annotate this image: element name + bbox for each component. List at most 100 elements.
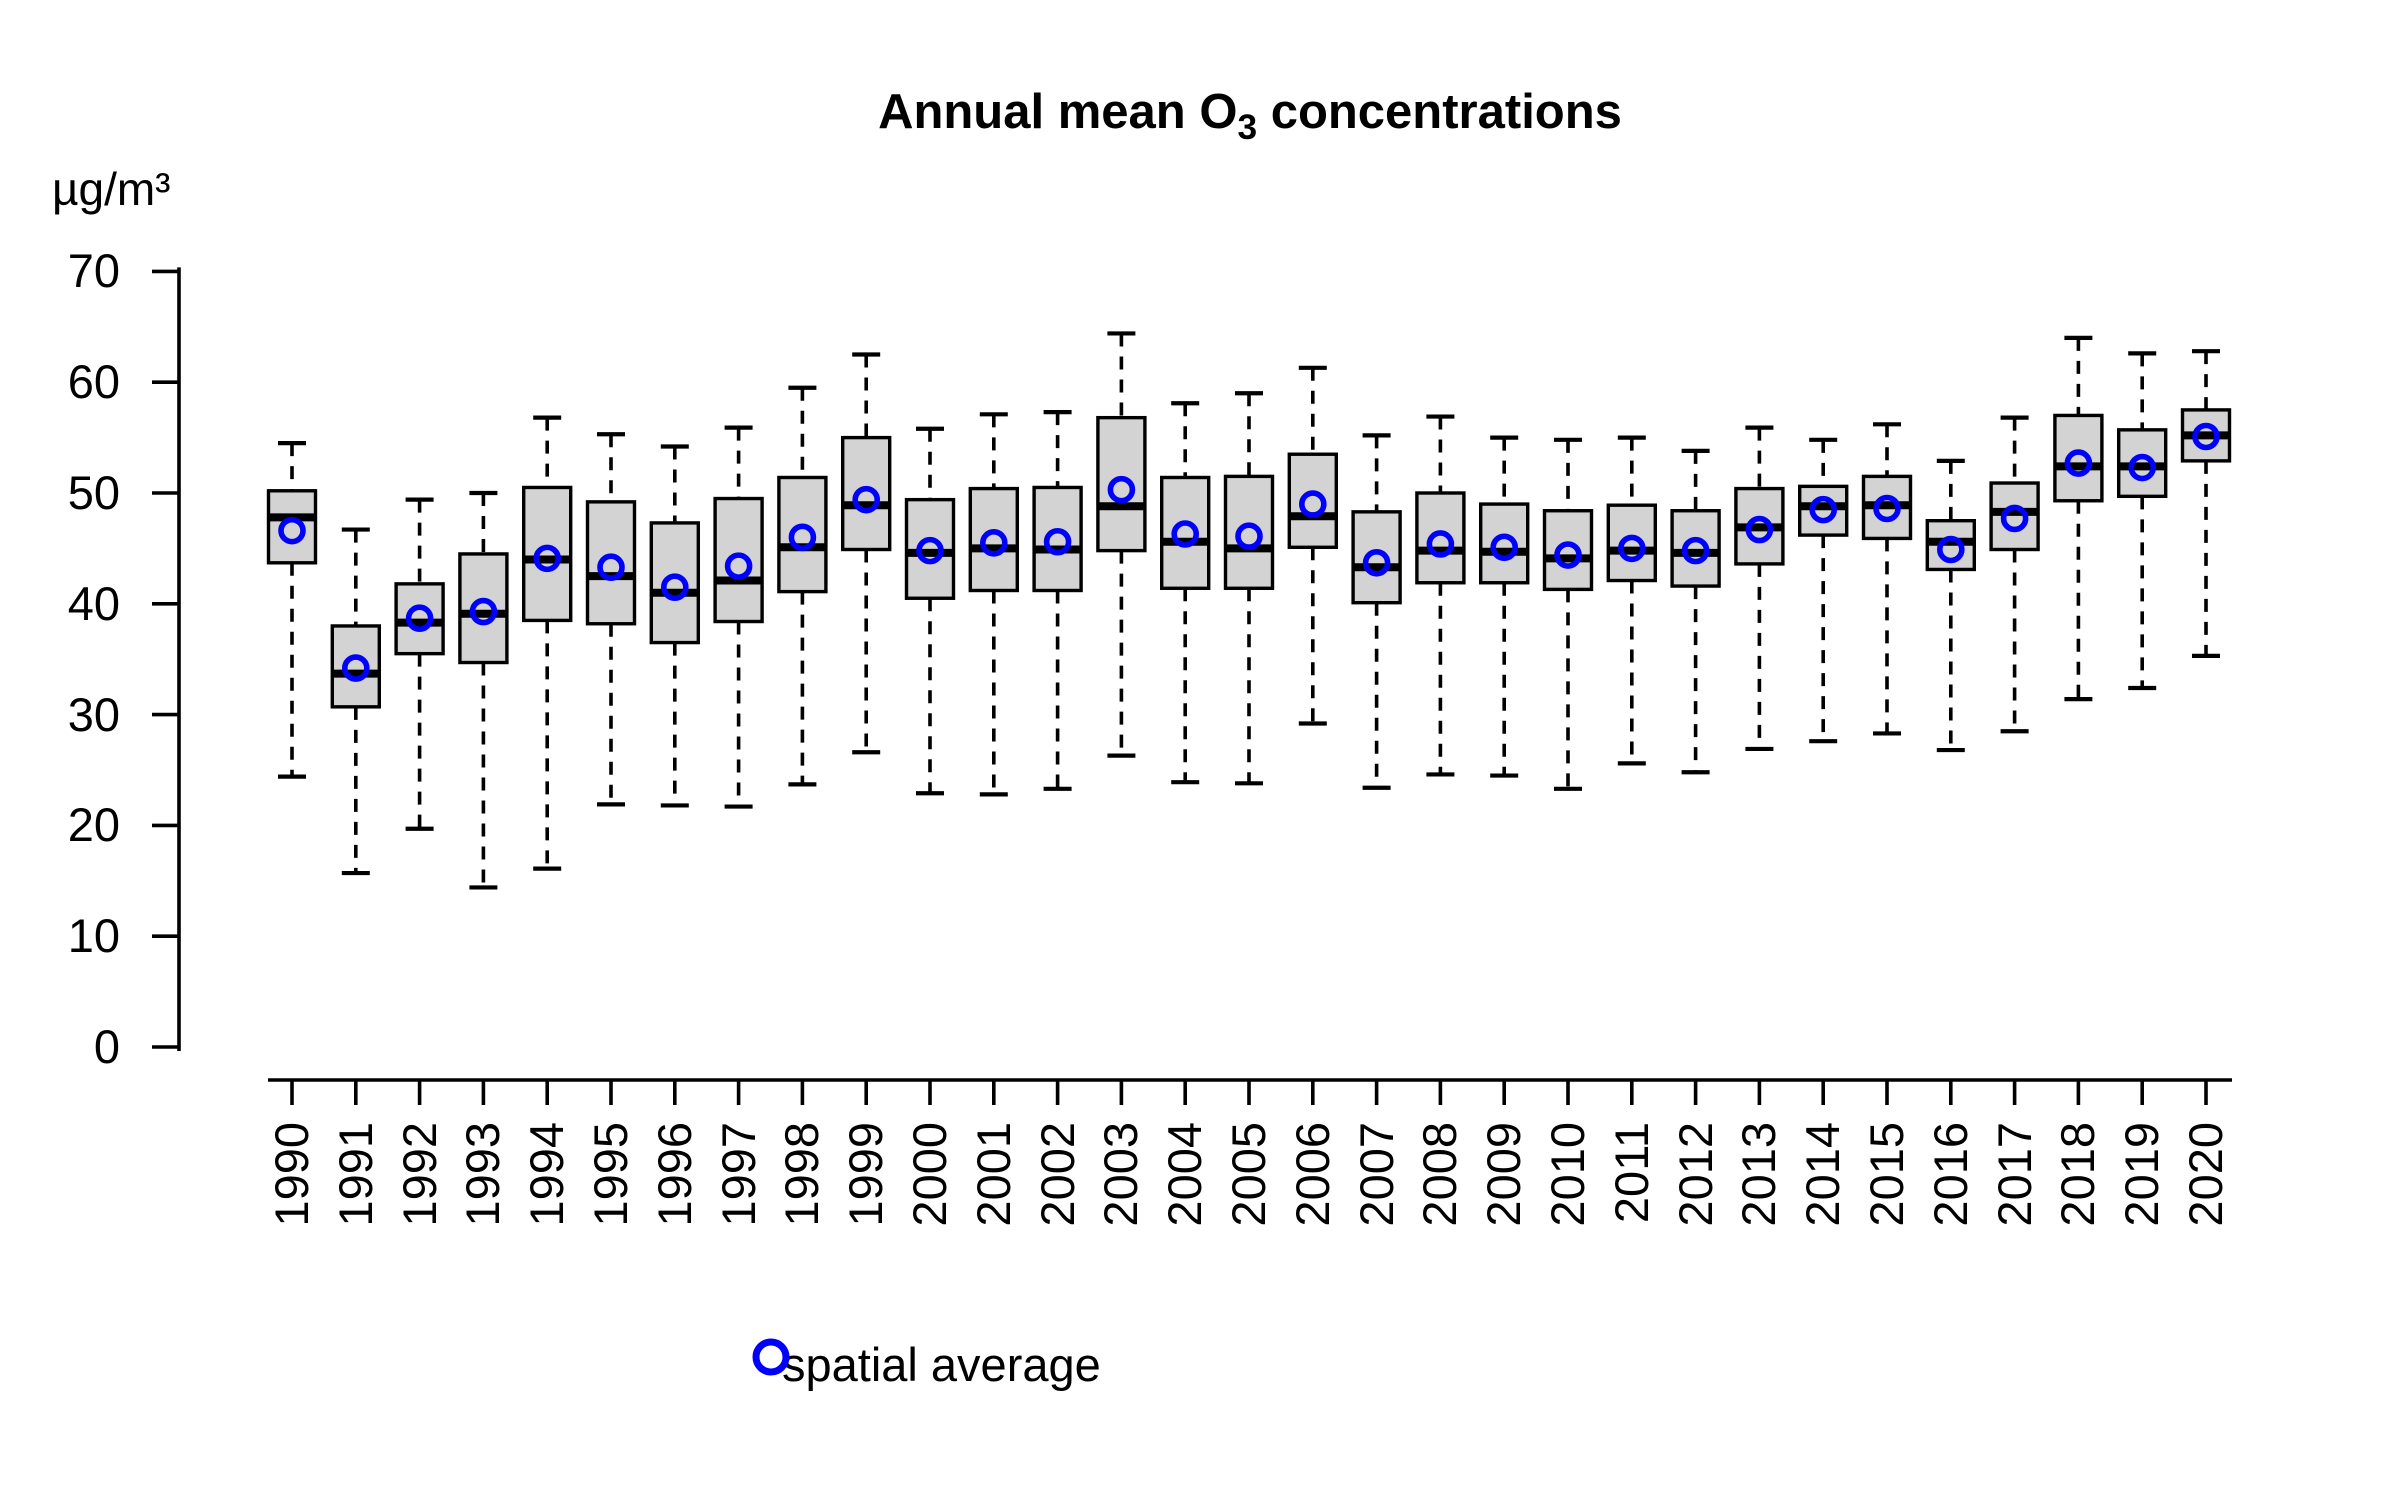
boxplot-2018 [2053,335,2104,702]
spatial-average-marker-2000 [916,536,944,565]
iqr-box [1159,475,1211,590]
x-tick-label-2020: 2020 [2179,1122,2232,1227]
iqr-box [1351,510,1402,605]
chart-title-suffix: concentrations [1257,85,1622,139]
legend: spatial average [748,1334,1101,1394]
boxplot-2017 [1989,415,2040,734]
boxplot-1994 [522,415,573,871]
spatial-average-marker-2019 [2128,453,2156,482]
x-axis [268,1078,2232,1105]
iqr-box [649,521,700,645]
x-tick-label-2006: 2006 [1285,1122,1339,1227]
boxplot-2007 [1351,433,1402,790]
spatial-average-marker-2001 [979,529,1008,557]
boxplot-2010 [1542,437,1594,791]
x-tick-label-2000: 2000 [903,1122,956,1227]
spatial-average-marker-1992 [405,604,434,633]
iqr-box [1478,502,1530,585]
boxplot-2000 [904,426,956,796]
iqr-box [1287,452,1339,549]
iqr-box [330,624,381,709]
spatial-average-marker-1994 [533,544,562,573]
y-tick-label-0: 0 [93,1020,120,1073]
x-tick-label-2013: 2013 [1732,1122,1786,1227]
iqr-box [1542,509,1594,592]
iqr-box [585,500,637,626]
spatial-average-marker-2011 [1618,534,1646,563]
spatial-average-marker-2012 [1681,536,1710,565]
spatial-average-marker-2015 [1873,494,1901,523]
spatial-average-marker-2008 [1426,530,1455,558]
iqr-box [841,435,892,552]
iqr-box [2053,413,2104,503]
iqr-box [713,496,764,624]
iqr-box [1096,415,1147,553]
x-tick-label-2019: 2019 [2115,1122,2169,1227]
spatial-average-marker-2017 [2000,504,2029,533]
chart-title-subscript: 3 [1237,107,1258,147]
boxplot-1993 [458,490,509,890]
boxplot-1999 [841,352,892,755]
x-tick-label-2017: 2017 [1987,1122,2041,1227]
x-tick-label-2011: 2011 [1604,1122,1658,1224]
spatial-average-marker-1997 [724,552,753,580]
spatial-average-marker-2006 [1299,490,1327,518]
y-tick-label-60: 60 [67,355,120,409]
x-tick-label-2010: 2010 [1541,1122,1594,1227]
boxplot-2001 [968,412,1019,797]
boxplot-2016 [1925,458,1977,753]
x-tick-label-2003: 2003 [1094,1122,1148,1227]
iqr-box [1797,484,1849,537]
iqr-box [1606,503,1658,583]
spatial-average-marker-1993 [469,597,498,626]
boxplot-2009 [1478,435,1530,778]
x-tick-label-1991: 1991 [328,1122,382,1227]
boxplot-1996 [649,444,700,808]
y-tick-label-20: 20 [67,798,120,852]
spatial-average-marker-1998 [788,523,817,552]
x-tick-label-2008: 2008 [1413,1122,1467,1227]
y-tick-label-40: 40 [67,576,120,630]
spatial-average-marker-2016 [1937,535,1965,564]
boxplot-2011 [1606,435,1658,766]
chart-title: Annual mean O3 concentrations [250,84,2250,148]
x-tick-label-2014: 2014 [1796,1122,1850,1227]
iqr-box [1989,481,2040,552]
spatial-average-marker-2005 [1235,522,1263,551]
iqr-box [1223,474,1275,590]
boxplot-2020 [2180,349,2232,658]
x-tick-label-2001: 2001 [966,1122,1020,1227]
boxplot-1991 [330,527,381,876]
spatial-average-marker-1999 [852,485,881,514]
x-tick-label-2009: 2009 [1477,1122,1531,1227]
boxplot-1995 [585,432,637,807]
y-axis [152,267,181,1051]
iqr-box [522,485,573,623]
spatial-average-marker-2007 [1362,549,1391,577]
x-tick-label-1993: 1993 [456,1122,510,1227]
y-tick-label-50: 50 [67,466,120,519]
boxplot-2019 [2116,351,2168,691]
boxplot-1998 [777,385,828,787]
boxplot-2002 [1032,410,1083,791]
x-tick-label-2015: 2015 [1860,1122,1913,1227]
boxplot-1997 [713,425,764,809]
boxplot-1990 [266,441,318,779]
y-tick-label-30: 30 [67,687,120,741]
spatial-average-marker-1995 [597,553,625,582]
spatial-average-marker-1991 [341,654,370,682]
x-tick-label-1997: 1997 [711,1122,765,1227]
spatial-average-legend-icon [752,1338,790,1376]
x-tick-label-1995: 1995 [584,1122,637,1227]
y-axis-unit-label: µg/m³ [52,163,171,215]
spatial-average-marker-2018 [2064,449,2093,477]
iqr-box [458,552,509,665]
boxplot-2013 [1734,425,1785,752]
iqr-box [1415,491,1466,585]
iqr-box [1670,509,1721,588]
spatial-average-marker-2014 [1809,495,1837,524]
x-tick-label-2002: 2002 [1030,1122,1084,1227]
boxplot-2014 [1797,437,1849,744]
